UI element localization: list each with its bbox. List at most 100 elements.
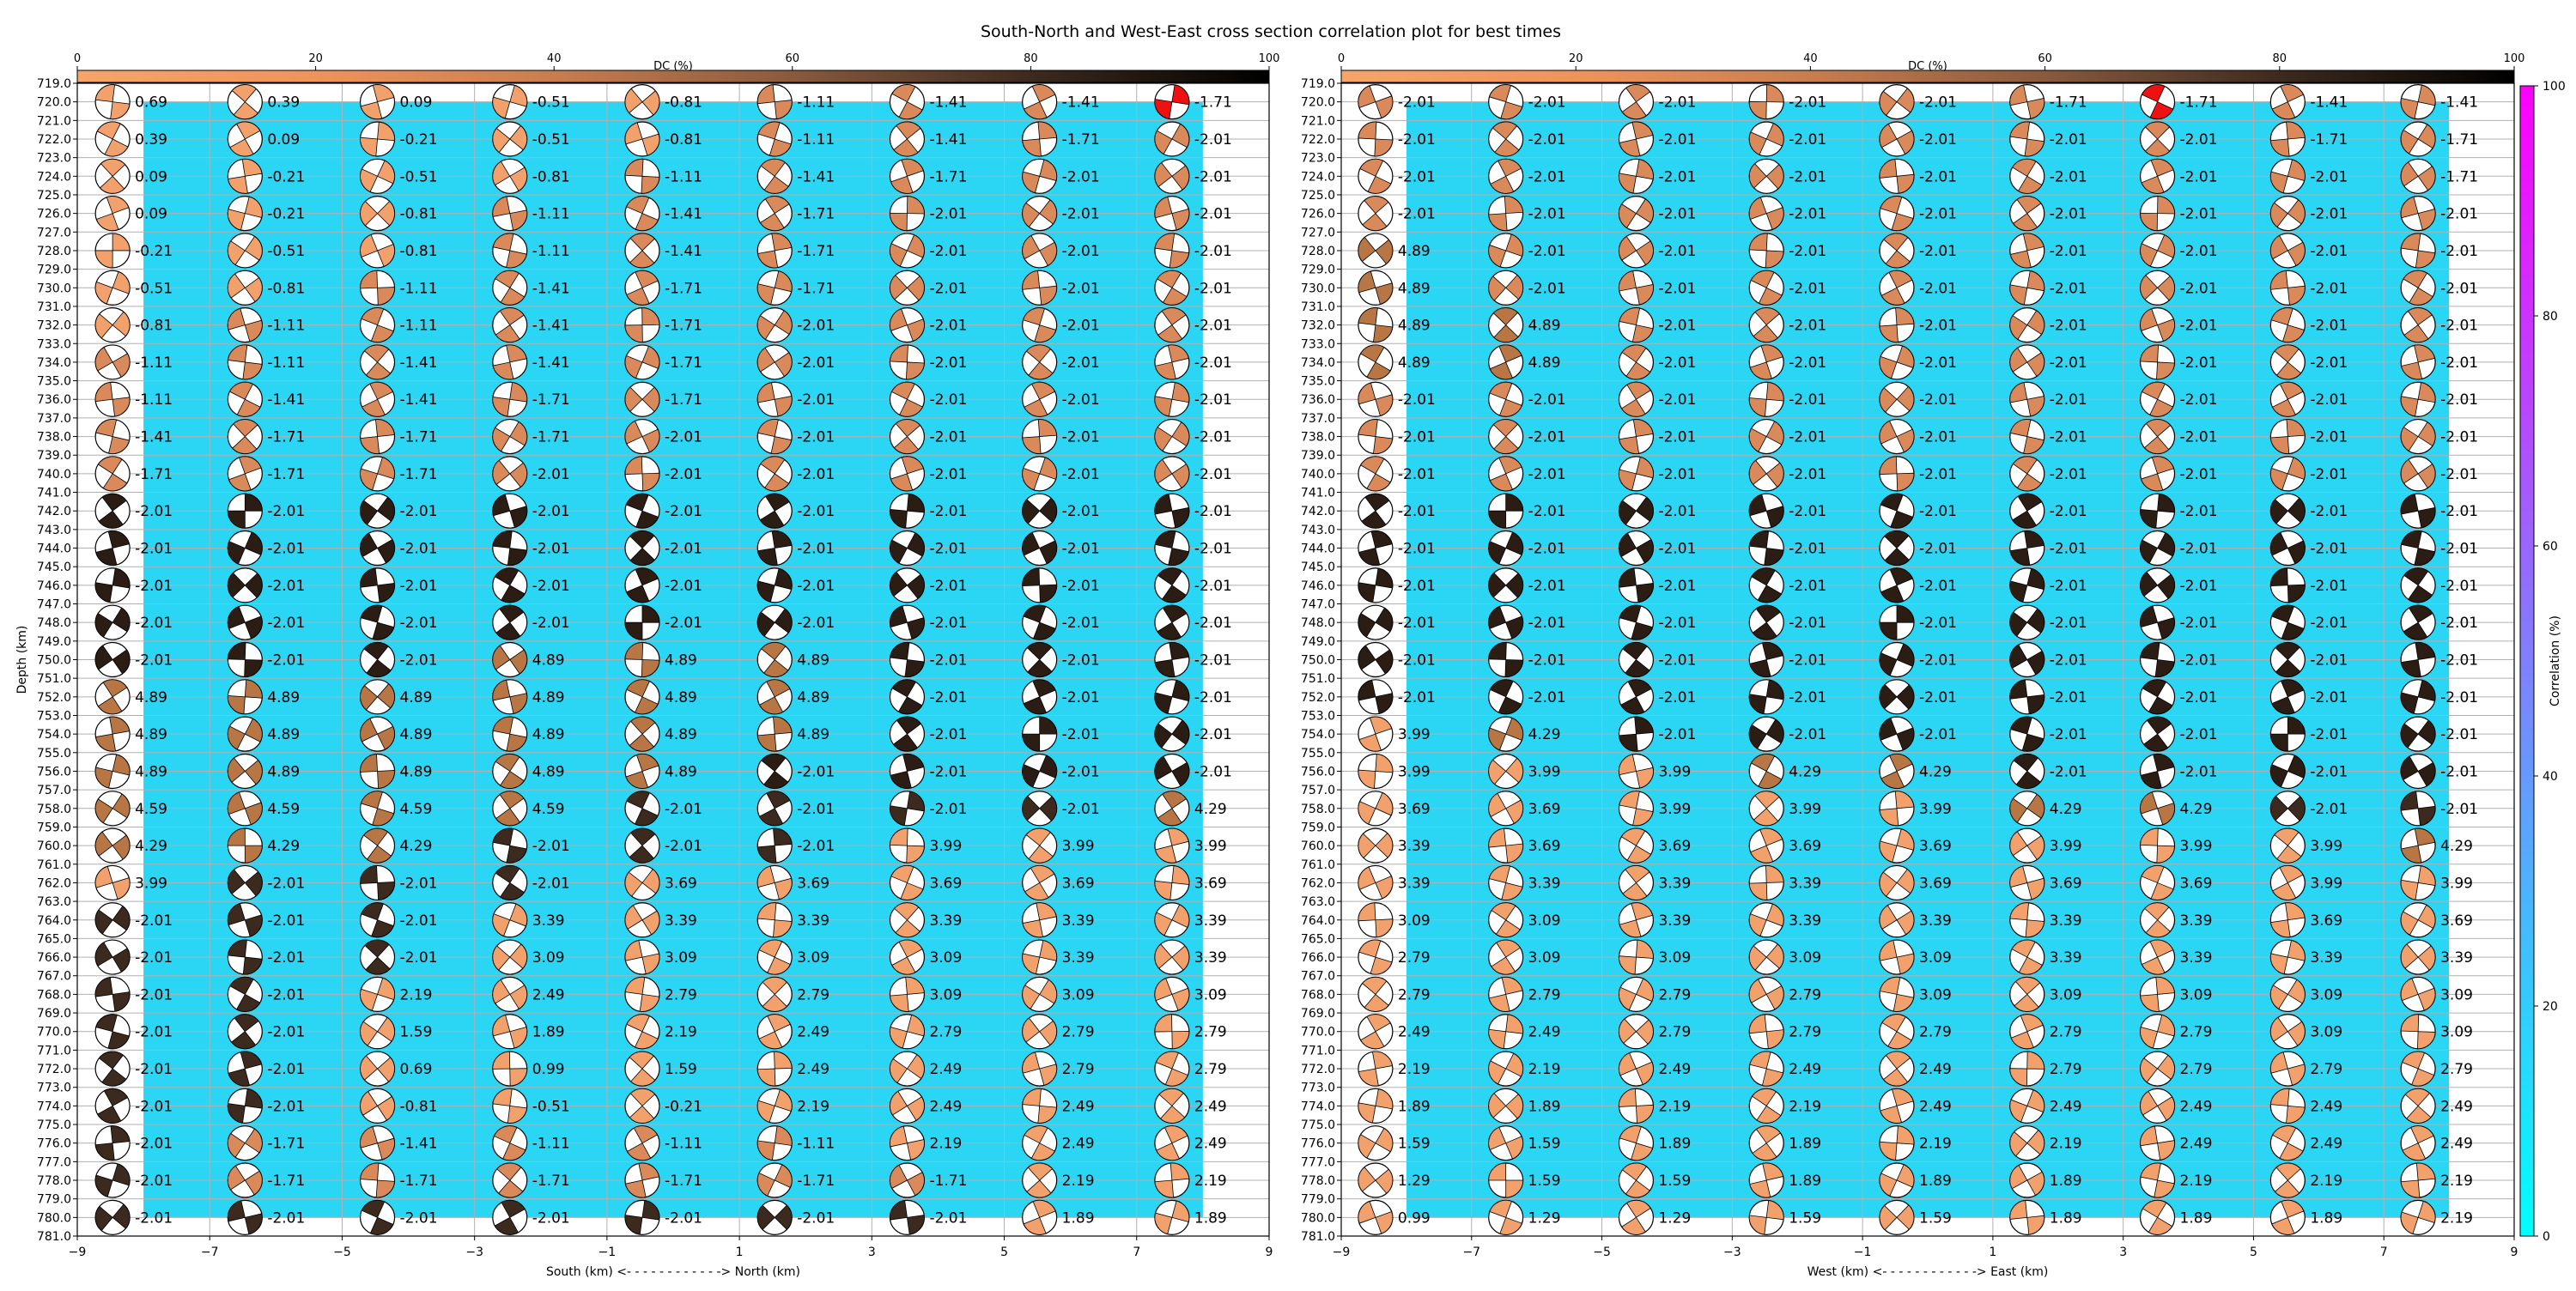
beachball-compression-quadrant	[1896, 869, 1915, 894]
beachball	[624, 902, 660, 938]
y-tick-label: 760.0	[37, 839, 71, 853]
time-shift-label: -2.01	[1194, 503, 1232, 520]
beachball	[492, 679, 528, 715]
y-tick-label: 763.0	[37, 895, 71, 909]
beachball-compression-quadrant	[893, 138, 919, 157]
beachball-compression-quadrant	[756, 347, 775, 373]
beachball	[2009, 791, 2045, 827]
beachball-compression-quadrant	[1371, 1051, 1394, 1070]
beachball	[2269, 1125, 2306, 1161]
beachball	[889, 530, 926, 567]
beachball-compression-quadrant	[112, 397, 131, 417]
time-shift-label: -2.01	[400, 615, 438, 632]
beachball-compression-quadrant	[2417, 761, 2436, 787]
beachball-compression-quadrant	[774, 877, 793, 900]
beachball-compression-quadrant	[1039, 979, 1058, 1004]
time-shift-label: -2.01	[929, 243, 967, 260]
beachball-compression-quadrant	[1748, 1215, 1767, 1235]
beachball-compression-quadrant	[890, 509, 908, 529]
beachball-compression-quadrant	[896, 121, 921, 140]
beachball-compression-quadrant	[1765, 421, 1784, 445]
beachball-compression-quadrant	[774, 1088, 793, 1112]
time-shift-label: -2.01	[267, 912, 305, 930]
beachball	[756, 827, 793, 864]
beachball	[889, 1088, 926, 1124]
beachball	[889, 493, 926, 529]
beachball-compression-quadrant	[1358, 1167, 1376, 1192]
y-tick-label: 746.0	[37, 579, 71, 593]
time-shift-label: 4.89	[400, 726, 433, 743]
beachball-compression-quadrant	[501, 1199, 526, 1218]
time-shift-label: 4.29	[1789, 763, 1821, 780]
time-shift-label: -1.71	[797, 280, 835, 297]
beachball-compression-quadrant	[756, 283, 775, 306]
beachball	[1879, 121, 1915, 157]
beachball	[624, 530, 660, 567]
time-shift-label: -2.01	[532, 875, 570, 892]
beachball	[227, 121, 263, 157]
beachball-compression-quadrant	[635, 1031, 659, 1050]
x-tick-label: 1	[1989, 1246, 1996, 1259]
time-shift-label: 4.29	[400, 838, 433, 855]
time-shift-label: 3.39	[2180, 912, 2213, 930]
y-tick-label: 776.0	[1301, 1137, 1335, 1151]
beachball-compression-quadrant	[1167, 827, 1189, 846]
time-shift-label: 3.09	[2310, 986, 2342, 1003]
beachball-compression-quadrant	[107, 1031, 130, 1050]
beachball-compression-quadrant	[1022, 467, 1041, 491]
y-tick-label: 754.0	[37, 728, 71, 742]
beachball-compression-quadrant	[1154, 427, 1173, 452]
y-tick-label: 727.0	[1301, 226, 1335, 239]
beachball	[1618, 270, 1655, 306]
beachball	[2139, 1162, 2176, 1198]
beachball	[889, 641, 926, 678]
beachball-compression-quadrant	[361, 307, 385, 326]
beachball	[889, 306, 926, 343]
beachball-compression-quadrant	[1488, 541, 1507, 565]
time-shift-label: 1.29	[1528, 1209, 1561, 1227]
beachball	[889, 1199, 926, 1235]
beachball	[1488, 493, 1524, 529]
beachball	[1358, 864, 1394, 901]
beachball-compression-quadrant	[103, 1088, 129, 1106]
beachball-compression-quadrant	[95, 548, 118, 566]
beachball	[2009, 1199, 2045, 1235]
beachball-compression-quadrant	[2024, 138, 2045, 157]
beachball-compression-quadrant	[641, 428, 660, 453]
y-tick-label: 727.0	[37, 226, 71, 239]
beachball-compression-quadrant	[2417, 865, 2436, 887]
beachball-compression-quadrant	[635, 270, 659, 288]
beachball-compression-quadrant	[1039, 584, 1058, 603]
time-shift-label: -2.01	[1528, 131, 1566, 148]
beachball-compression-quadrant	[624, 355, 643, 379]
beachball	[359, 344, 396, 380]
beachball-compression-quadrant	[1171, 123, 1190, 148]
beachball-compression-quadrant	[902, 754, 925, 772]
beachball-compression-quadrant	[494, 1216, 519, 1235]
beachball-compression-quadrant	[244, 276, 263, 303]
beachball	[1618, 1051, 1655, 1087]
time-shift-label: 2.49	[1789, 1061, 1821, 1078]
beachball	[1022, 84, 1058, 120]
beachball-compression-quadrant	[1362, 213, 1388, 232]
beachball-compression-quadrant	[1896, 953, 1915, 975]
beachball-compression-quadrant	[1880, 585, 1905, 603]
beachball	[359, 902, 396, 938]
beachball-compression-quadrant	[2140, 308, 2159, 331]
beachball	[2400, 121, 2436, 157]
beachball	[2400, 306, 2436, 343]
correlation-colorbar-tick-label: 40	[2543, 770, 2558, 784]
y-tick-label: 724.0	[37, 170, 71, 184]
beachball	[1618, 1088, 1655, 1124]
beachball-compression-quadrant	[1022, 733, 1041, 752]
beachball	[1618, 196, 1655, 232]
beachball	[2009, 641, 2045, 678]
beachball-compression-quadrant	[1758, 287, 1783, 306]
beachball-compression-quadrant	[1748, 100, 1767, 120]
time-shift-label: 3.99	[1658, 801, 1691, 818]
beachball-compression-quadrant	[1880, 287, 1905, 306]
time-shift-label: -2.01	[1528, 652, 1566, 670]
beachball-compression-quadrant	[1358, 1068, 1379, 1087]
time-shift-label: -1.71	[2180, 94, 2218, 112]
